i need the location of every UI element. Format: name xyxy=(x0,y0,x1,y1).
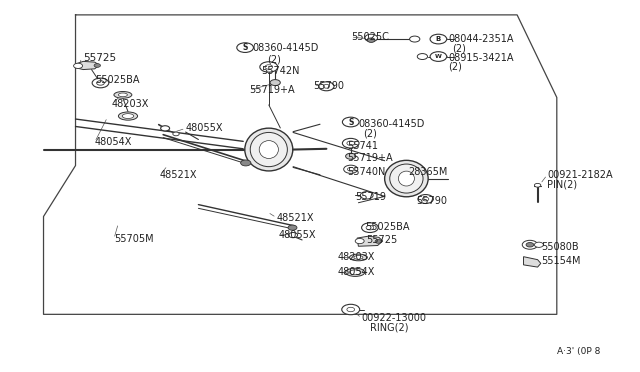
Text: PIN(2): PIN(2) xyxy=(547,179,577,189)
Text: B: B xyxy=(436,36,441,42)
Circle shape xyxy=(342,304,360,315)
Circle shape xyxy=(366,225,374,230)
Ellipse shape xyxy=(114,92,132,98)
Text: 55705M: 55705M xyxy=(114,234,154,244)
Circle shape xyxy=(375,240,381,243)
Circle shape xyxy=(534,242,543,247)
Text: 08044-2351A: 08044-2351A xyxy=(448,34,513,44)
Circle shape xyxy=(430,52,447,61)
Ellipse shape xyxy=(385,160,428,197)
Circle shape xyxy=(344,165,358,173)
Ellipse shape xyxy=(250,132,287,167)
Ellipse shape xyxy=(259,141,278,158)
Circle shape xyxy=(74,63,83,68)
Circle shape xyxy=(265,65,273,69)
Text: 00922-13000: 00922-13000 xyxy=(362,313,427,323)
Text: 55719: 55719 xyxy=(355,192,386,202)
Text: (2): (2) xyxy=(452,44,466,53)
Text: 55725: 55725 xyxy=(83,53,116,62)
Circle shape xyxy=(270,80,280,86)
Circle shape xyxy=(526,243,534,247)
Text: 48521X: 48521X xyxy=(160,170,198,180)
Text: (2): (2) xyxy=(268,55,282,64)
Text: 00921-2182A: 00921-2182A xyxy=(547,170,613,180)
Ellipse shape xyxy=(118,93,127,97)
Circle shape xyxy=(342,138,359,148)
Circle shape xyxy=(288,225,297,230)
Text: 55025C: 55025C xyxy=(351,32,388,42)
Circle shape xyxy=(173,132,179,136)
Text: 48054X: 48054X xyxy=(338,267,375,277)
Text: 48054X: 48054X xyxy=(95,137,132,147)
Text: 55025BA: 55025BA xyxy=(95,75,140,85)
Circle shape xyxy=(237,43,253,52)
Ellipse shape xyxy=(354,256,363,259)
Text: 48203X: 48203X xyxy=(338,253,375,262)
Text: 55742N: 55742N xyxy=(261,67,300,76)
Circle shape xyxy=(346,153,356,159)
Circle shape xyxy=(534,183,541,187)
Circle shape xyxy=(430,34,447,44)
Text: 55719+A: 55719+A xyxy=(250,85,295,95)
Text: 55025BA: 55025BA xyxy=(365,222,410,232)
Ellipse shape xyxy=(349,254,367,261)
Text: 55725: 55725 xyxy=(366,235,397,245)
Circle shape xyxy=(97,81,104,85)
Circle shape xyxy=(289,232,298,238)
Ellipse shape xyxy=(398,171,415,186)
Circle shape xyxy=(355,238,364,244)
Text: 08360-4145D: 08360-4145D xyxy=(253,44,319,53)
Polygon shape xyxy=(357,236,383,246)
Text: (2): (2) xyxy=(364,129,378,139)
Text: 55719+A: 55719+A xyxy=(348,153,393,163)
Circle shape xyxy=(260,62,278,72)
Text: RING(2): RING(2) xyxy=(370,323,408,332)
Text: 28365M: 28365M xyxy=(408,167,448,177)
Circle shape xyxy=(360,192,373,199)
Circle shape xyxy=(418,195,433,203)
Text: 55154M: 55154M xyxy=(541,256,580,266)
Text: 48055X: 48055X xyxy=(186,124,223,133)
Circle shape xyxy=(362,223,378,232)
Ellipse shape xyxy=(390,164,423,193)
Text: 55080B: 55080B xyxy=(541,243,579,252)
Circle shape xyxy=(342,117,359,127)
Circle shape xyxy=(348,167,354,171)
Ellipse shape xyxy=(118,112,138,120)
Ellipse shape xyxy=(244,128,293,171)
Text: 48055X: 48055X xyxy=(278,230,316,240)
Text: 08360-4145D: 08360-4145D xyxy=(358,119,425,128)
Text: (2): (2) xyxy=(448,62,462,72)
Text: W: W xyxy=(435,54,442,59)
Text: S: S xyxy=(348,118,353,126)
Text: S: S xyxy=(243,43,248,52)
Text: 55741: 55741 xyxy=(348,141,378,151)
Text: 55790: 55790 xyxy=(416,196,447,206)
Circle shape xyxy=(422,197,429,201)
Circle shape xyxy=(94,64,100,67)
Text: 48521X: 48521X xyxy=(276,213,314,222)
Circle shape xyxy=(365,34,378,42)
Ellipse shape xyxy=(346,268,365,276)
Text: 08915-3421A: 08915-3421A xyxy=(448,53,513,62)
Ellipse shape xyxy=(349,270,361,275)
Circle shape xyxy=(417,54,428,60)
Text: 48203X: 48203X xyxy=(112,99,149,109)
Circle shape xyxy=(92,78,109,88)
Circle shape xyxy=(410,36,420,42)
Text: 55740N: 55740N xyxy=(348,167,386,177)
Polygon shape xyxy=(76,61,99,70)
Text: 55790: 55790 xyxy=(314,81,344,90)
Circle shape xyxy=(367,38,375,42)
Polygon shape xyxy=(524,257,541,267)
Circle shape xyxy=(347,141,355,145)
Circle shape xyxy=(323,84,330,88)
Circle shape xyxy=(241,160,251,166)
Circle shape xyxy=(522,240,538,249)
Ellipse shape xyxy=(122,114,134,119)
Circle shape xyxy=(347,307,355,312)
Circle shape xyxy=(319,82,334,91)
Text: A·3' (0P 8: A·3' (0P 8 xyxy=(557,347,600,356)
Circle shape xyxy=(161,126,170,131)
